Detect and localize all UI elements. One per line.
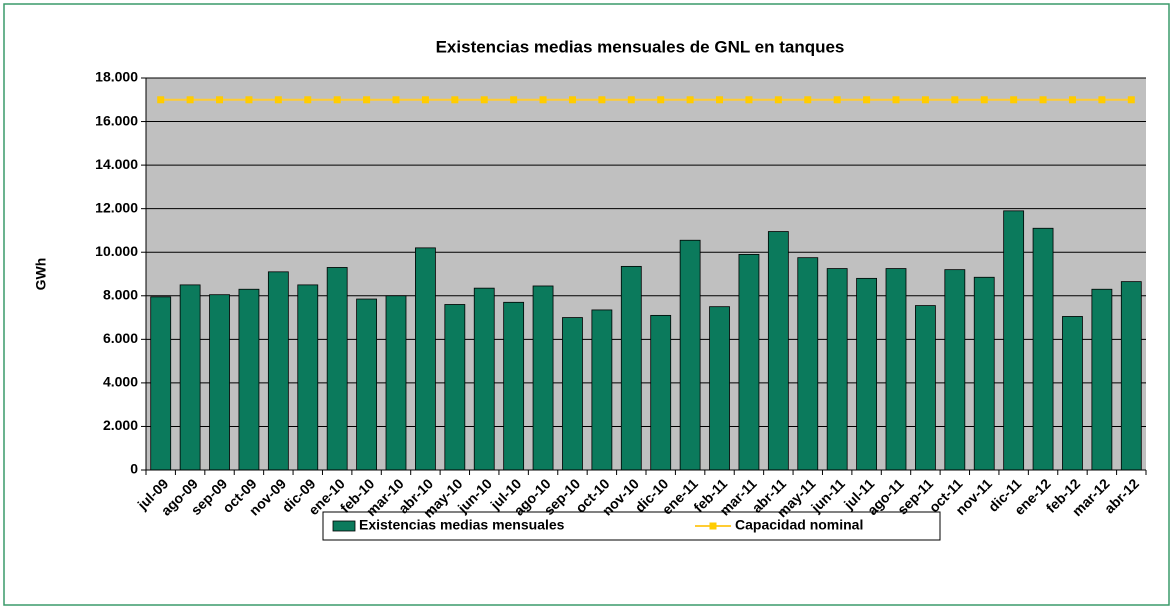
plot-area [146,78,1146,470]
bar [679,239,701,471]
bar [267,271,289,471]
bar [1032,227,1054,471]
bar [620,265,642,471]
bar [238,288,260,471]
bar [473,287,495,471]
legend-label: Capacidad nominal [735,517,863,533]
legend-swatch [709,522,717,530]
line-marker [304,96,312,104]
y-tick-label: 4.000 [103,374,138,390]
bar [532,285,554,471]
line-marker [716,96,724,104]
y-tick-label: 12.000 [95,199,138,215]
bar [650,314,672,471]
line-marker [892,96,900,104]
bar [356,298,377,471]
bar [150,296,172,471]
line-marker [1039,96,1047,104]
line-marker [363,96,371,104]
line-marker [686,96,694,104]
bar [591,309,613,471]
y-tick-label: 10.000 [95,243,138,259]
bar [562,317,583,471]
bar [444,304,466,471]
line-marker [539,96,547,104]
bar [209,294,230,471]
line-marker [216,96,224,104]
chart-title: Existencias medias mensuales de GNL en t… [436,37,845,56]
line-marker [186,96,194,104]
y-axis-label: GWh [33,258,49,291]
bar [1091,288,1113,471]
bar [179,284,201,471]
line-marker [804,96,812,104]
line-marker [745,96,753,104]
line-marker [598,96,606,104]
line-marker [568,96,576,104]
bar [767,231,789,471]
legend-label: Existencias medias mensuales [359,517,565,533]
bar [885,268,907,471]
line-marker [657,96,665,104]
bar [709,306,730,471]
line-marker [333,96,341,104]
line-marker [1098,96,1106,104]
bar [856,277,877,471]
bar [915,305,936,471]
line-marker [774,96,782,104]
y-tick-label: 0 [130,461,138,477]
line-marker [1010,96,1018,104]
bar [973,276,995,471]
line-marker [510,96,518,104]
line-marker [451,96,459,104]
bar [1003,210,1025,471]
line-marker [951,96,959,104]
y-tick-label: 18.000 [95,69,138,85]
bar [415,247,436,471]
line-marker [1127,96,1135,104]
line-marker [833,96,841,104]
bar [1062,316,1083,471]
y-tick-label: 14.000 [95,156,138,172]
y-tick-label: 2.000 [103,417,138,433]
y-tick-label: 8.000 [103,286,138,302]
bar [1120,281,1142,471]
bar [944,269,966,471]
legend-swatch [332,520,356,532]
line-marker [392,96,400,104]
line-marker [480,96,488,104]
line-marker [421,96,429,104]
line-marker [245,96,253,104]
line-marker [863,96,871,104]
bar [738,253,760,471]
bar [797,257,819,471]
line-marker [1068,96,1076,104]
legend [322,511,941,541]
y-tick-label: 6.000 [103,330,138,346]
line-marker [980,96,988,104]
line-marker [274,96,282,104]
bar [826,268,848,471]
bar [385,295,407,471]
line-marker [627,96,635,104]
bar [503,301,525,471]
line-marker [157,96,165,104]
y-tick-label: 16.000 [95,112,138,128]
bar [326,267,348,471]
line-marker [921,96,929,104]
bar [297,284,319,471]
